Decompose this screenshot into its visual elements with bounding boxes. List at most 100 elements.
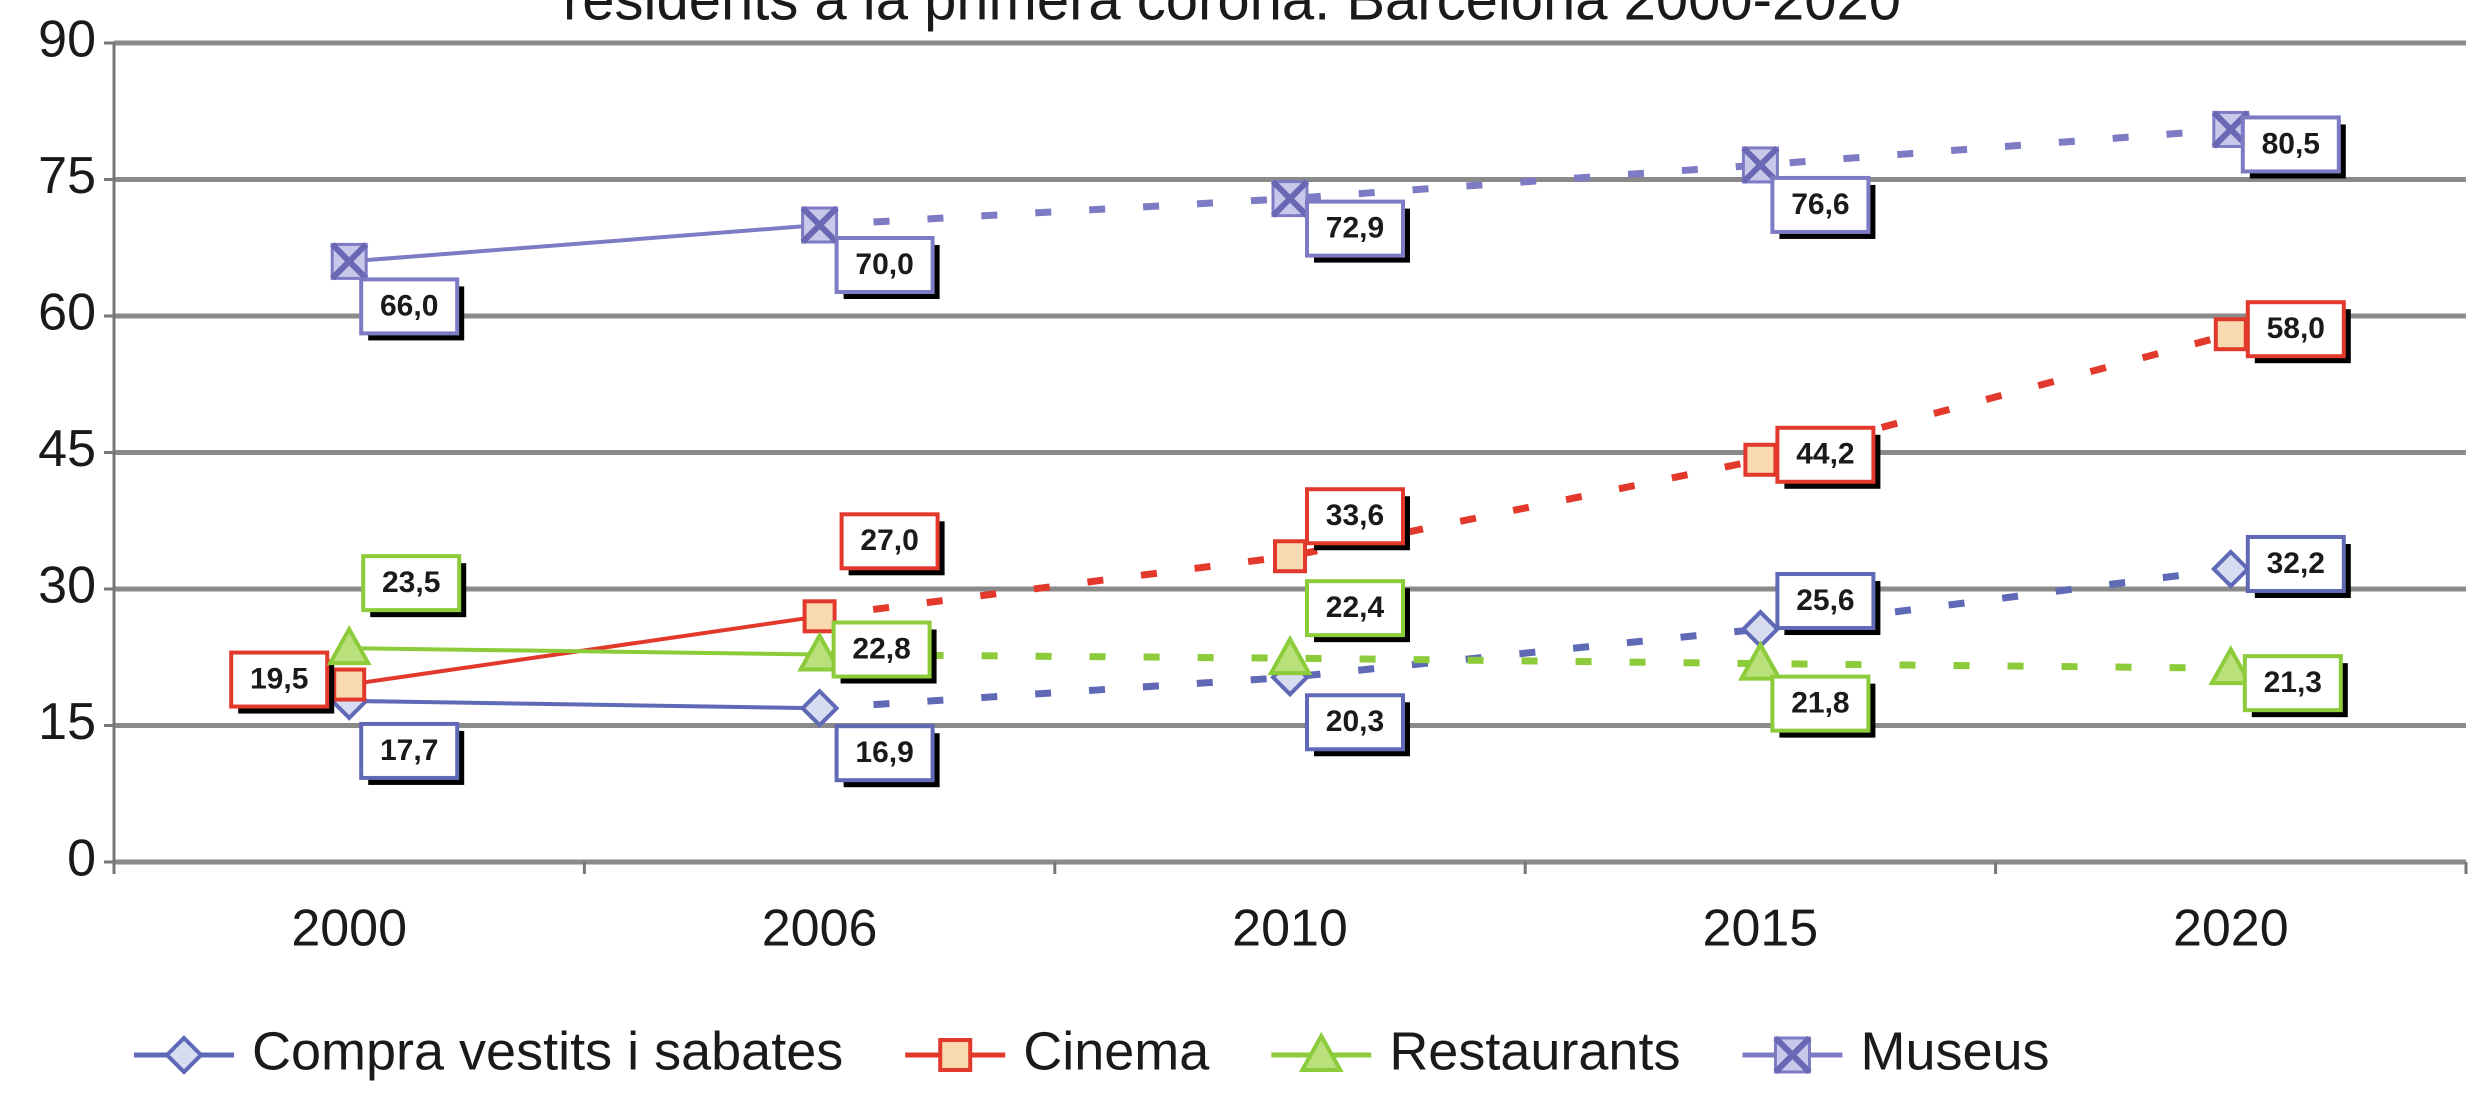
y-tick-label: 30 <box>38 557 96 615</box>
data-label: 19,5 <box>250 662 308 695</box>
label-box <box>1775 425 1876 484</box>
marker <box>1298 1031 1344 1072</box>
label-box <box>1775 572 1876 631</box>
data-label: 58,0 <box>2267 312 2325 345</box>
marker-shape <box>164 1035 204 1075</box>
data-label: 32,2 <box>2267 547 2325 580</box>
marker <box>332 667 367 702</box>
marker-shape <box>326 625 372 666</box>
marker-shape <box>802 599 837 634</box>
legend-label: Restaurants <box>1389 1021 1680 1081</box>
marker-shape <box>1298 1031 1344 1072</box>
x-tick-label: 2010 <box>1232 900 1348 958</box>
data-label: 22,4 <box>1326 591 1385 624</box>
marker-shape <box>797 631 843 672</box>
marker <box>938 1038 973 1072</box>
data-label: 25,6 <box>1796 584 1854 617</box>
y-tick-label: 60 <box>38 284 96 342</box>
label-box <box>1305 693 1405 752</box>
marker-shape <box>2208 645 2254 686</box>
x-tick-label: 2020 <box>2173 900 2289 958</box>
label-box <box>2245 300 2346 359</box>
label-box <box>361 554 462 613</box>
marker <box>330 242 369 281</box>
label-box <box>2240 115 2341 174</box>
label-box <box>229 650 330 709</box>
label-box <box>839 512 940 571</box>
marker-shape <box>332 667 367 702</box>
x-tick-label: 2015 <box>1703 900 1819 958</box>
label-box <box>2245 534 2346 593</box>
label-box <box>1770 674 1871 733</box>
series-line <box>349 646 820 657</box>
marker-shape <box>800 205 839 245</box>
series-line <box>819 565 2232 712</box>
marker-shape <box>1267 635 1313 676</box>
marker <box>1741 145 1780 185</box>
label-box <box>359 277 460 336</box>
marker <box>797 631 843 672</box>
data-label: 22,8 <box>852 632 910 665</box>
label-box <box>1770 175 1871 234</box>
label-box <box>1305 199 1405 258</box>
series-line <box>349 223 820 264</box>
y-tick-label: 45 <box>38 420 96 478</box>
y-tick-label: 75 <box>38 147 96 205</box>
marker-shape <box>799 688 840 729</box>
data-label: 16,9 <box>855 736 913 769</box>
data-label: 72,9 <box>1326 212 1384 245</box>
marker <box>802 599 837 634</box>
legend-label: Museus <box>1860 1021 2049 1081</box>
marker-shape <box>2210 549 2251 589</box>
legend-label: Compra vestits i sabates <box>252 1021 843 1081</box>
series-line <box>819 330 2232 620</box>
data-label: 21,8 <box>1791 687 1849 720</box>
label-box <box>1305 487 1405 546</box>
data-label: 23,5 <box>382 566 440 599</box>
legend-label: Cinema <box>1023 1021 1210 1081</box>
data-label: 80,5 <box>2262 127 2320 160</box>
y-tick-label: 15 <box>38 693 96 751</box>
marker <box>326 625 372 666</box>
marker-shape <box>2213 317 2248 352</box>
label-box <box>359 721 460 780</box>
marker-shape <box>1737 640 1783 681</box>
y-tick-label: 90 <box>38 11 96 69</box>
marker-shape <box>1743 442 1778 477</box>
data-label: 27,0 <box>860 524 918 557</box>
data-label: 21,3 <box>2264 666 2322 699</box>
marker <box>2210 549 2251 589</box>
marker <box>2213 317 2248 352</box>
data-label: 76,6 <box>1791 188 1849 221</box>
marker <box>1773 1035 1812 1075</box>
data-label: 44,2 <box>1796 438 1854 471</box>
marker <box>1267 635 1313 676</box>
marker <box>799 688 840 729</box>
series-line <box>819 651 2231 672</box>
marker <box>1743 442 1778 477</box>
label-box <box>831 620 932 679</box>
data-label: 33,6 <box>1326 499 1384 532</box>
data-label: 70,0 <box>855 248 913 281</box>
marker <box>2208 645 2254 686</box>
marker-shape <box>938 1038 973 1072</box>
marker <box>1270 179 1310 218</box>
marker <box>1273 539 1307 574</box>
data-label: 20,3 <box>1326 705 1384 738</box>
marker <box>164 1035 204 1075</box>
series-line <box>349 698 820 711</box>
data-label: 17,7 <box>380 734 438 767</box>
marker <box>1737 640 1783 681</box>
series-line <box>819 125 2232 229</box>
marker-shape <box>1773 1035 1812 1075</box>
label-box <box>1305 579 1405 638</box>
data-label: 66,0 <box>380 289 438 322</box>
marker <box>800 205 839 245</box>
label-box <box>834 236 935 294</box>
x-tick-label: 2000 <box>291 900 407 958</box>
label-box <box>2242 654 2343 713</box>
x-tick-label: 2006 <box>762 900 878 958</box>
chart-title: residents a la primera corona. Barcelona… <box>563 0 1901 32</box>
y-tick-label: 0 <box>67 830 96 888</box>
